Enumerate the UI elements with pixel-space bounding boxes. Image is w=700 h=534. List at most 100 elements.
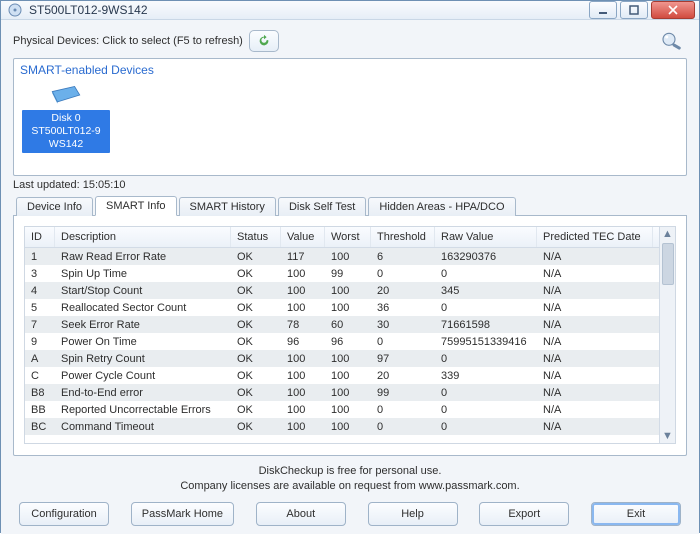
tab-hidden-areas[interactable]: Hidden Areas - HPA/DCO: [368, 197, 515, 216]
last-updated-label: Last updated: 15:05:10: [13, 179, 687, 191]
cell-id: B8: [25, 384, 55, 401]
cell-tec: N/A: [537, 265, 653, 282]
cell-desc: Power On Time: [55, 333, 231, 350]
tab-smart-info[interactable]: SMART Info: [95, 196, 177, 216]
magnifier-icon[interactable]: [657, 29, 687, 54]
cell-value: 100: [281, 418, 325, 435]
cell-status: OK: [231, 265, 281, 282]
device-select-label: Physical Devices: Click to select (F5 to…: [13, 35, 243, 47]
cell-id: A: [25, 350, 55, 367]
cell-id: 9: [25, 333, 55, 350]
cell-worst: 100: [325, 299, 371, 316]
cell-status: OK: [231, 367, 281, 384]
cell-tec: N/A: [537, 367, 653, 384]
cell-worst: 99: [325, 265, 371, 282]
col-id[interactable]: ID: [25, 227, 55, 247]
table-row[interactable]: BBReported Uncorrectable ErrorsOK1001000…: [25, 401, 675, 418]
table-row[interactable]: 4Start/Stop CountOK10010020345N/A: [25, 282, 675, 299]
refresh-button[interactable]: [249, 30, 279, 52]
footnote-line1: DiskCheckup is free for personal use.: [259, 465, 442, 477]
cell-id: 1: [25, 248, 55, 265]
col-value[interactable]: Value: [281, 227, 325, 247]
disk-icon: [22, 83, 110, 110]
cell-value: 100: [281, 282, 325, 299]
cell-status: OK: [231, 418, 281, 435]
device-label-line3: WS142: [49, 138, 83, 150]
tab-disk-self-test[interactable]: Disk Self Test: [278, 197, 366, 216]
cell-desc: Spin Retry Count: [55, 350, 231, 367]
cell-tec: N/A: [537, 333, 653, 350]
col-worst[interactable]: Worst: [325, 227, 371, 247]
device-card-disk0[interactable]: Disk 0 ST500LT012-9 WS142: [20, 79, 112, 157]
tab-device-info[interactable]: Device Info: [16, 197, 93, 216]
cell-threshold: 0: [371, 418, 435, 435]
footnote: DiskCheckup is free for personal use. Co…: [13, 464, 687, 494]
device-select-bar: Physical Devices: Click to select (F5 to…: [13, 28, 687, 54]
cell-value: 100: [281, 401, 325, 418]
cell-desc: End-to-End error: [55, 384, 231, 401]
cell-value: 78: [281, 316, 325, 333]
cell-id: BC: [25, 418, 55, 435]
maximize-button[interactable]: [620, 1, 648, 19]
cell-raw: 0: [435, 384, 537, 401]
cell-tec: N/A: [537, 299, 653, 316]
table-row[interactable]: CPower Cycle CountOK10010020339N/A: [25, 367, 675, 384]
table-row[interactable]: 9Power On TimeOK9696075995151339416N/A: [25, 333, 675, 350]
table-row[interactable]: BCCommand TimeoutOK10010000N/A: [25, 418, 675, 435]
cell-value: 100: [281, 367, 325, 384]
cell-raw: 345: [435, 282, 537, 299]
table-row[interactable]: B8End-to-End errorOK100100990N/A: [25, 384, 675, 401]
close-button[interactable]: [651, 1, 695, 19]
cell-tec: N/A: [537, 282, 653, 299]
cell-value: 96: [281, 333, 325, 350]
cell-raw: 75995151339416: [435, 333, 537, 350]
cell-raw: 0: [435, 350, 537, 367]
cell-desc: Raw Read Error Rate: [55, 248, 231, 265]
cell-worst: 100: [325, 248, 371, 265]
table-body: 1Raw Read Error RateOK1171006163290376N/…: [25, 248, 675, 443]
export-button[interactable]: Export: [479, 502, 569, 526]
device-panel-title: SMART-enabled Devices: [20, 63, 680, 77]
table-row[interactable]: 5Reallocated Sector CountOK100100360N/A: [25, 299, 675, 316]
cell-status: OK: [231, 384, 281, 401]
table-row[interactable]: 7Seek Error RateOK78603071661598N/A: [25, 316, 675, 333]
cell-value: 100: [281, 265, 325, 282]
exit-button[interactable]: Exit: [591, 502, 681, 526]
window-controls: [589, 1, 695, 19]
cell-status: OK: [231, 401, 281, 418]
cell-worst: 60: [325, 316, 371, 333]
scrollbar[interactable]: ▲ ▼: [659, 227, 675, 443]
tab-smart-history[interactable]: SMART History: [179, 197, 276, 216]
table-row[interactable]: 3Spin Up TimeOK1009900N/A: [25, 265, 675, 282]
col-tec[interactable]: Predicted TEC Date: [537, 227, 653, 247]
col-status[interactable]: Status: [231, 227, 281, 247]
table-row[interactable]: 1Raw Read Error RateOK1171006163290376N/…: [25, 248, 675, 265]
cell-value: 100: [281, 299, 325, 316]
cell-threshold: 20: [371, 282, 435, 299]
scroll-thumb[interactable]: [662, 243, 674, 285]
col-threshold[interactable]: Threshold: [371, 227, 435, 247]
cell-worst: 96: [325, 333, 371, 350]
cell-desc: Spin Up Time: [55, 265, 231, 282]
cell-value: 100: [281, 384, 325, 401]
about-button[interactable]: About: [256, 502, 346, 526]
cell-id: 7: [25, 316, 55, 333]
cell-threshold: 99: [371, 384, 435, 401]
col-raw[interactable]: Raw Value: [435, 227, 537, 247]
cell-worst: 100: [325, 282, 371, 299]
cell-raw: 0: [435, 418, 537, 435]
tab-strip: Device Info SMART Info SMART History Dis…: [13, 195, 687, 216]
configuration-button[interactable]: Configuration: [19, 502, 109, 526]
cell-threshold: 36: [371, 299, 435, 316]
scroll-down-icon[interactable]: ▼: [661, 429, 675, 443]
cell-desc: Reported Uncorrectable Errors: [55, 401, 231, 418]
minimize-button[interactable]: [589, 1, 617, 19]
cell-id: 3: [25, 265, 55, 282]
cell-raw: 0: [435, 299, 537, 316]
col-desc[interactable]: Description: [55, 227, 231, 247]
scroll-up-icon[interactable]: ▲: [661, 227, 675, 241]
help-button[interactable]: Help: [368, 502, 458, 526]
passmark-home-button[interactable]: PassMark Home: [131, 502, 234, 526]
cell-worst: 100: [325, 384, 371, 401]
table-row[interactable]: ASpin Retry CountOK100100970N/A: [25, 350, 675, 367]
